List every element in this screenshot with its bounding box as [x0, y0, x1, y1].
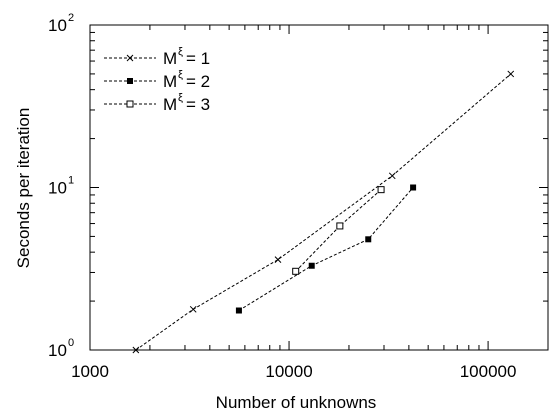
x-axis-title: Number of unknowns — [216, 393, 377, 412]
plot-frame — [89, 24, 549, 351]
y-tick-label-base-0: 10 — [48, 341, 67, 360]
x-tick-label-2: 100000 — [460, 362, 517, 381]
series-1 — [132, 70, 515, 354]
legend-label-prefix-1: M — [163, 49, 177, 68]
x-tick-label-1: 10000 — [265, 362, 312, 381]
legend-label-prefix-3: M — [163, 95, 177, 114]
legend-label-suffix-2: = 2 — [186, 72, 210, 91]
series-1-line — [135, 73, 512, 351]
legend-label-suffix-1: = 1 — [186, 49, 210, 68]
legend-marker-3 — [126, 100, 134, 108]
y-tick-label-2: 10 2 — [48, 12, 74, 35]
y-tick-label-exp-1: 1 — [68, 175, 74, 187]
legend-label-sup-2: ξ — [178, 69, 183, 81]
legend-marker-1 — [126, 54, 134, 62]
series-2-point-3 — [410, 184, 417, 191]
series-1-point-2 — [274, 256, 282, 263]
y-tick-label-exp-2: 2 — [68, 12, 74, 24]
x-tick-label-0: 1000 — [71, 362, 109, 381]
series-1-point-0 — [132, 346, 140, 354]
y-tick-label-1: 10 1 — [48, 175, 74, 198]
y-axis-title: Seconds per iteration — [14, 108, 33, 269]
series-3-point-1 — [336, 222, 344, 230]
series-2-point-2 — [365, 236, 372, 243]
legend-label-sup-3: ξ — [178, 92, 183, 104]
series-2-point-1 — [308, 262, 315, 269]
series-3-point-0 — [292, 267, 300, 275]
legend-marker-2 — [127, 78, 133, 84]
series-2-point-0 — [235, 307, 242, 314]
y-tick-label-0: 10 0 — [48, 337, 74, 360]
legend-label-suffix-3: = 3 — [186, 95, 210, 114]
series-2 — [235, 184, 417, 314]
series-2-line — [238, 187, 414, 311]
x-tick-labels: 1000 10000 100000 — [71, 362, 516, 381]
y-tick-label-exp-0: 0 — [68, 337, 74, 349]
series-3-line — [295, 189, 382, 272]
series-layer — [132, 70, 515, 354]
series-1-point-3 — [388, 172, 396, 180]
y-tick-label-base-2: 10 — [48, 16, 67, 35]
axis-ticks — [89, 24, 549, 351]
series-1-point-1 — [189, 305, 197, 313]
series-1-point-4 — [507, 70, 515, 78]
series-3-point-2 — [377, 186, 385, 194]
legend-label-prefix-2: M — [163, 72, 177, 91]
legend-label-sup-1: ξ — [178, 46, 183, 58]
series-3 — [292, 186, 385, 275]
y-tick-label-base-1: 10 — [48, 179, 67, 198]
